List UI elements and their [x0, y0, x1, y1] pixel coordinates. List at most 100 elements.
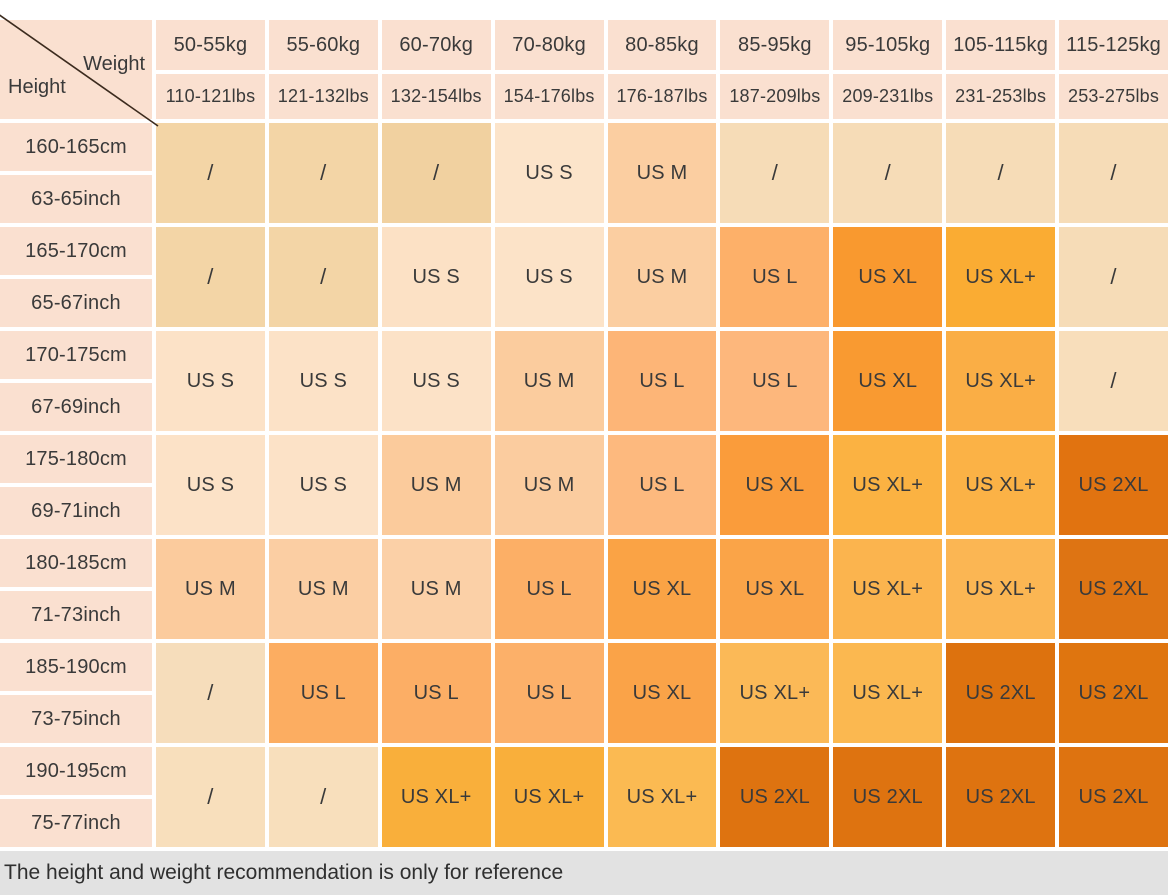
- row-header-cm: 180-185cm: [0, 539, 152, 587]
- col-header-lbs: 121-132lbs: [268, 74, 378, 119]
- size-cell: US L: [494, 539, 604, 639]
- col-header-lbs: 176-187lbs: [607, 74, 717, 119]
- size-cell: US XL+: [946, 539, 1056, 639]
- row-header-cm: 165-170cm: [0, 227, 152, 275]
- size-cell: /: [156, 123, 265, 223]
- size-cell: US XL: [833, 227, 943, 327]
- col-header-lbs: 231-253lbs: [946, 74, 1056, 119]
- size-cell: US XL: [607, 643, 717, 743]
- size-cell: US M: [156, 539, 265, 639]
- col-header-kg: 70-80kg: [494, 20, 604, 70]
- row-header: 180-185cm 71-73inch: [0, 539, 152, 639]
- size-cell: US S: [268, 435, 378, 535]
- row-header-inch: 67-69inch: [0, 383, 152, 431]
- size-cell: US 2XL: [833, 747, 943, 847]
- col-header-kg: 105-115kg: [946, 20, 1056, 70]
- size-cell: /: [156, 227, 265, 327]
- size-cell: US M: [494, 331, 604, 431]
- size-cell: US M: [607, 227, 717, 327]
- size-cell: US L: [720, 227, 830, 327]
- size-cell: US S: [381, 331, 491, 431]
- col-header-kg: 50-55kg: [156, 20, 265, 70]
- size-cell: US 2XL: [1059, 435, 1168, 535]
- size-cell: /: [1059, 331, 1168, 431]
- size-cell: US M: [381, 435, 491, 535]
- size-cell: US 2XL: [1059, 747, 1168, 847]
- size-cell: US XL+: [833, 539, 943, 639]
- size-cell: US M: [607, 123, 717, 223]
- size-cell: /: [720, 123, 830, 223]
- size-cell: US XL+: [946, 435, 1056, 535]
- col-header-kg: 80-85kg: [607, 20, 717, 70]
- weight-axis-label: Weight: [83, 53, 145, 75]
- size-cell: US XL: [607, 539, 717, 639]
- row-header-inch: 73-75inch: [0, 695, 152, 743]
- height-axis-label: Height: [8, 76, 66, 98]
- row-header: 185-190cm 73-75inch: [0, 643, 152, 743]
- size-cell: US XL+: [720, 643, 830, 743]
- col-header-kg: 85-95kg: [720, 20, 830, 70]
- row-header: 175-180cm 69-71inch: [0, 435, 152, 535]
- col-header-kg: 95-105kg: [833, 20, 943, 70]
- diagonal-divider-line: [0, 14, 159, 127]
- size-cell: US S: [494, 123, 604, 223]
- row-header: 165-170cm 65-67inch: [0, 227, 152, 327]
- size-cell: US 2XL: [1059, 643, 1168, 743]
- size-cell: US S: [381, 227, 491, 327]
- size-cell: US S: [156, 435, 265, 535]
- row-header-inch: 75-77inch: [0, 799, 152, 847]
- size-cell: US S: [156, 331, 265, 431]
- col-header-lbs: 154-176lbs: [494, 74, 604, 119]
- row-header: 170-175cm 67-69inch: [0, 331, 152, 431]
- col-header-lbs: 253-275lbs: [1059, 74, 1168, 119]
- size-cell: /: [156, 643, 265, 743]
- size-cell: US XL+: [607, 747, 717, 847]
- size-cell: US L: [607, 331, 717, 431]
- row-header-inch: 63-65inch: [0, 175, 152, 223]
- size-cell: US 2XL: [1059, 539, 1168, 639]
- size-cell: US 2XL: [946, 747, 1056, 847]
- size-cell: US XL+: [833, 435, 943, 535]
- size-cell: US XL+: [494, 747, 604, 847]
- row-header-inch: 71-73inch: [0, 591, 152, 639]
- size-cell: /: [946, 123, 1056, 223]
- row-header-inch: 69-71inch: [0, 487, 152, 535]
- size-cell: US S: [494, 227, 604, 327]
- row-header-cm: 190-195cm: [0, 747, 152, 795]
- size-cell: /: [156, 747, 265, 847]
- size-cell: US XL+: [833, 643, 943, 743]
- row-header-cm: 175-180cm: [0, 435, 152, 483]
- col-header-kg: 115-125kg: [1059, 20, 1168, 70]
- size-cell: US XL+: [381, 747, 491, 847]
- size-cell: US M: [494, 435, 604, 535]
- col-header-kg: 55-60kg: [268, 20, 378, 70]
- size-cell: US S: [268, 331, 378, 431]
- size-cell: /: [268, 227, 378, 327]
- row-header-inch: 65-67inch: [0, 279, 152, 327]
- col-header-lbs: 209-231lbs: [833, 74, 943, 119]
- size-cell: /: [1059, 227, 1168, 327]
- size-cell: /: [268, 123, 378, 223]
- size-cell: US L: [494, 643, 604, 743]
- row-header-cm: 160-165cm: [0, 123, 152, 171]
- row-header: 160-165cm 63-65inch: [0, 123, 152, 223]
- col-header-kg: 60-70kg: [381, 20, 491, 70]
- reference-note: The height and weight recommendation is …: [0, 851, 1168, 895]
- col-header-lbs: 187-209lbs: [720, 74, 830, 119]
- size-cell: US L: [607, 435, 717, 535]
- size-cell: /: [268, 747, 378, 847]
- size-cell: US M: [268, 539, 378, 639]
- size-cell: US L: [381, 643, 491, 743]
- row-header-cm: 185-190cm: [0, 643, 152, 691]
- size-cell: US XL: [720, 435, 830, 535]
- size-chart-table: Weight Height 50-55kg 110-121lbs 55-60kg 12…: [0, 14, 1168, 847]
- col-header-lbs: 132-154lbs: [381, 74, 491, 119]
- size-cell: US XL+: [946, 227, 1056, 327]
- size-cell: US L: [268, 643, 378, 743]
- size-cell: US M: [381, 539, 491, 639]
- size-cell: US 2XL: [720, 747, 830, 847]
- col-header-lbs: 110-121lbs: [156, 74, 265, 119]
- size-cell: /: [1059, 123, 1168, 223]
- size-cell: US L: [720, 331, 830, 431]
